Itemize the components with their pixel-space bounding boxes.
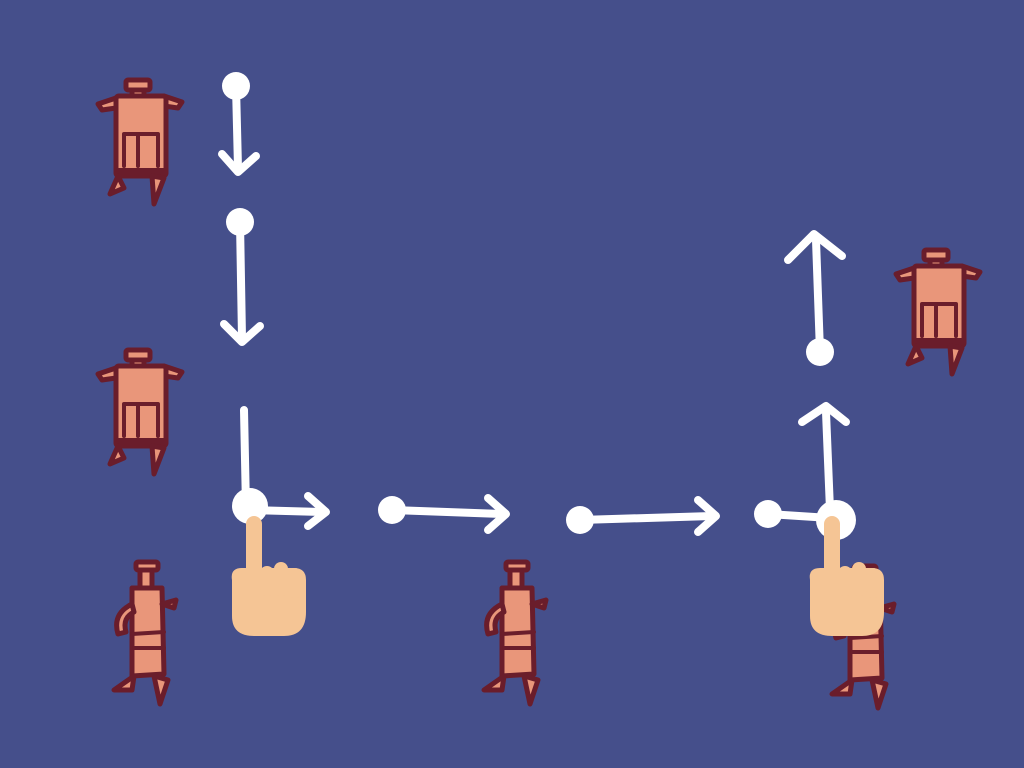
character-side-icon bbox=[484, 562, 546, 704]
path-arrow-down-2 bbox=[220, 208, 264, 346]
character-side-icon bbox=[114, 562, 176, 704]
path-arrow-up-1 bbox=[784, 230, 846, 366]
pointing-hand-icon bbox=[231, 516, 306, 636]
path-arrow-right-2 bbox=[566, 496, 720, 536]
path-corner-down-right bbox=[232, 406, 330, 530]
character-front-icon bbox=[896, 250, 980, 374]
path-arrow-right-1 bbox=[378, 494, 510, 534]
character-front-icon bbox=[98, 350, 182, 474]
character-front-icon bbox=[98, 80, 182, 204]
path-arrow-down-1 bbox=[218, 72, 260, 176]
path-corner-right-up bbox=[754, 402, 856, 540]
